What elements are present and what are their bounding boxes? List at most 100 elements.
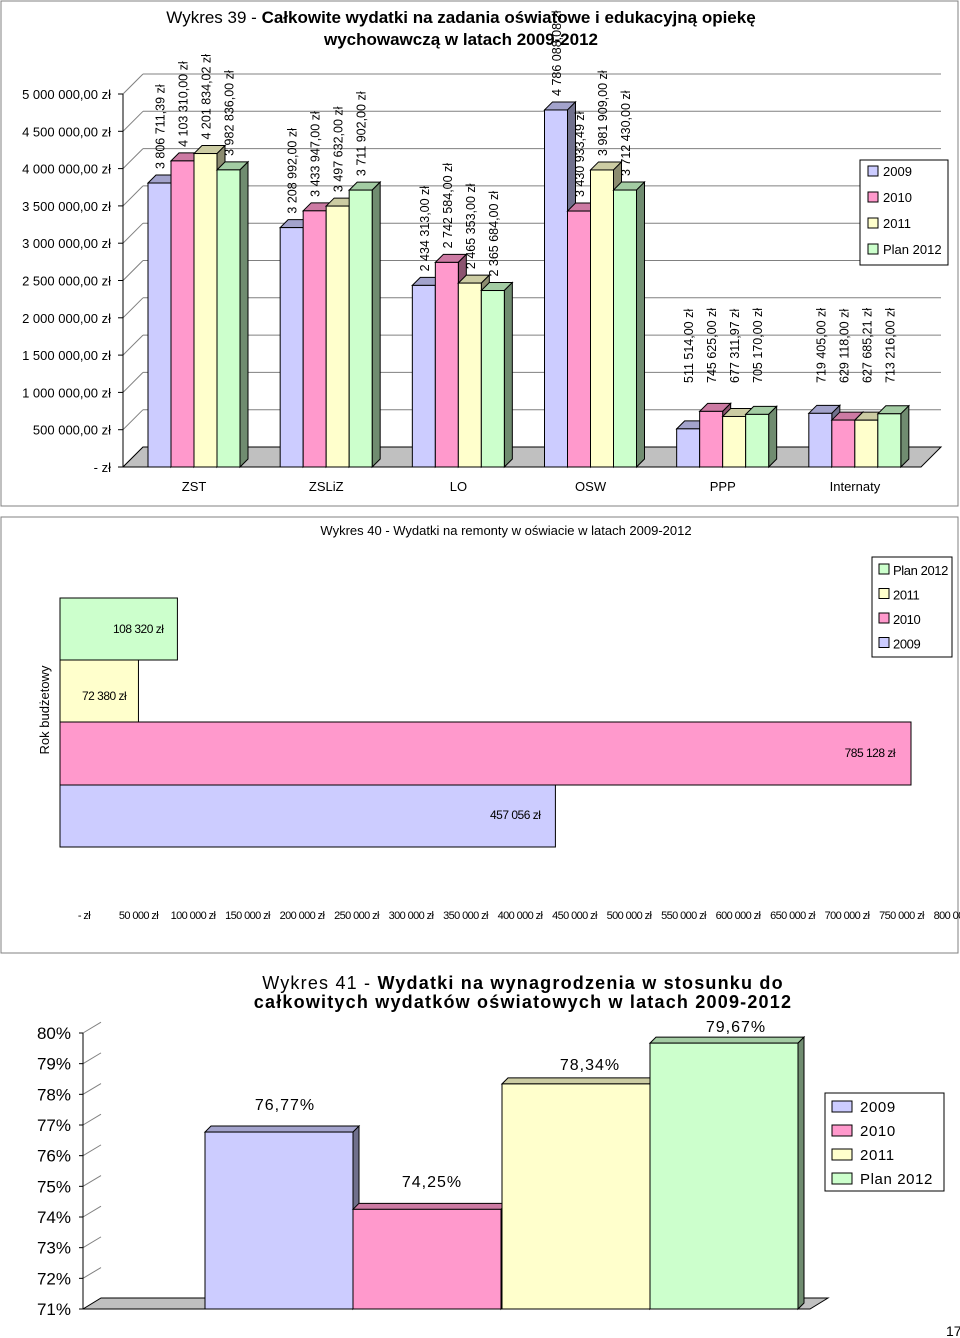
x-tick-label: 250 000 zł <box>334 910 380 922</box>
y-axis-label: Rok budżetowy <box>37 665 52 754</box>
gridline-diag <box>122 110 144 132</box>
data-label: 511 514,00 zł <box>682 309 696 383</box>
gridline-diag <box>122 222 144 244</box>
x-tick-label: 400 000 zł <box>498 910 544 922</box>
data-label: 705 170,00 zł <box>751 308 765 383</box>
bar <box>612 180 646 469</box>
x-tick-label: 100 000 zł <box>171 910 217 922</box>
legend-label: Plan 2012 <box>883 242 942 257</box>
legend-label: Plan 2012 <box>860 1171 933 1188</box>
gridline-diag <box>82 1175 102 1187</box>
y-tick-label: 4 500 000,00 zł <box>22 124 111 139</box>
legend-label: 2010 <box>860 1123 896 1140</box>
data-label: 2 465 353,00 zł <box>464 183 478 269</box>
data-label: 3 981 909,00 zł <box>596 70 610 156</box>
y-tick-label: 71% <box>37 1300 71 1319</box>
data-label: 2 742 584,00 zł <box>441 163 455 249</box>
data-label: 457 056 zł <box>490 808 541 822</box>
bar <box>59 721 912 786</box>
chart-39: Wykres 39 - Całkowite wydatki na zadania… <box>0 0 959 507</box>
chart-40-title: Wykres 40 - Wydatki na remonty w oświaci… <box>320 523 691 538</box>
x-tick-label: 650 000 zł <box>770 910 816 922</box>
category-label: Internaty <box>830 479 881 494</box>
data-label: 3 433 947,00 zł <box>309 111 323 197</box>
category-label: PPP <box>710 479 736 494</box>
bar <box>480 281 514 469</box>
legend-swatch <box>867 217 879 229</box>
bar <box>351 1202 509 1311</box>
legend-label: Plan 2012 <box>893 563 948 578</box>
x-tick-label: 800 000 zł <box>934 910 960 922</box>
legend-swatch <box>831 1172 853 1185</box>
legend-label: 2009 <box>860 1099 896 1116</box>
legend-swatch <box>831 1148 853 1161</box>
chart-41: Wykres 41 - Wydatki na wynagrodzenia w s… <box>37 973 945 1319</box>
legend-swatch <box>831 1100 853 1113</box>
legend-swatch <box>878 588 890 599</box>
y-tick-label: 2 000 000,00 zł <box>22 311 111 326</box>
data-label: 785 128 zł <box>845 746 896 760</box>
bar <box>648 1035 806 1311</box>
data-label: 78,34% <box>560 1057 620 1074</box>
data-label: 3 806 711,39 zł <box>154 84 168 169</box>
chart-39-title-line2: wychowawczą w latach 2009-2012 <box>323 30 598 49</box>
y-tick-label: 2 500 000,00 zł <box>22 274 111 289</box>
gridline-diag <box>82 1052 102 1065</box>
gridline-diag <box>82 1083 102 1095</box>
y-tick-label: 77% <box>37 1116 71 1135</box>
data-label: 74,25% <box>402 1174 462 1191</box>
x-tick-label: 600 000 zł <box>716 910 762 922</box>
y-tick-label: 3 000 000,00 zł <box>22 236 111 251</box>
x-tick-label: 550 000 zł <box>661 910 707 922</box>
data-label: 72 380 zł <box>82 689 127 703</box>
gridline-diag <box>122 372 144 393</box>
legend-swatch <box>867 243 879 255</box>
gridline-diag <box>122 334 144 356</box>
data-label: 3 982 836,00 zł <box>223 70 237 156</box>
y-tick-label: 1 000 000,00 zł <box>22 385 111 400</box>
data-label: 4 103 310,00 zł <box>177 61 191 147</box>
y-tick-label: 79% <box>37 1055 71 1074</box>
legend: 2009 2010 2011 Plan 2012 <box>859 159 949 266</box>
gridline-diag <box>122 297 144 319</box>
data-label: 2 434 313,00 zł <box>418 186 432 272</box>
gridline-diag <box>82 1267 102 1279</box>
y-tick-label: 75% <box>37 1177 71 1196</box>
bar <box>347 180 382 469</box>
chart-41-title: Wykres 41 - Wydatki na wynagrodzenia w s… <box>262 973 784 993</box>
y-tick-label: 78% <box>37 1085 71 1104</box>
legend-label: 2009 <box>893 637 920 652</box>
legend-label: 2011 <box>883 216 911 231</box>
gridline-diag <box>82 1021 102 1034</box>
y-tick-label: 80% <box>37 1024 71 1043</box>
bar <box>215 160 250 469</box>
x-tick-label: 200 000 zł <box>280 910 326 922</box>
data-label: 2 365 684,00 zł <box>487 191 501 277</box>
data-label: 677 311,97 zł <box>728 309 742 383</box>
y-tick-label: 4 000 000,00 zł <box>22 162 111 177</box>
gridline-diag <box>82 1113 102 1126</box>
x-tick-label: 750 000 zł <box>879 910 925 922</box>
x-tick-label: 300 000 zł <box>389 910 435 922</box>
gridline-diag <box>122 185 144 207</box>
chart-39-title: Wykres 39 - Całkowite wydatki na zadania… <box>166 8 755 27</box>
page-number: 17 <box>946 1323 960 1338</box>
x-tick-label: - zł <box>78 910 91 922</box>
x-tick-label: 50 000 zł <box>119 910 159 922</box>
data-label: 3 497 632,00 zł <box>332 106 346 192</box>
data-label: 3 712 430,00 zł <box>619 90 633 176</box>
category-label: OSW <box>575 479 607 494</box>
y-tick-label: 73% <box>37 1239 71 1258</box>
data-label: 629 118,00 zł <box>837 309 851 383</box>
bar <box>500 1076 658 1311</box>
y-tick-label: 74% <box>37 1208 71 1227</box>
y-tick-label: 3 500 000,00 zł <box>22 199 111 214</box>
legend-label: 2010 <box>883 190 912 205</box>
chart-40: Wykres 40 - Wydatki na remonty w oświaci… <box>0 516 960 954</box>
data-label: 4 201 834,02 zł <box>200 54 214 140</box>
legend-swatch <box>878 637 890 648</box>
y-tick-label: 500 000,00 zł <box>33 423 111 438</box>
gridline-diag <box>82 1236 102 1249</box>
data-label: 3 711 902,00 zł <box>355 91 369 176</box>
data-label: 713 216,00 zł <box>883 308 897 383</box>
